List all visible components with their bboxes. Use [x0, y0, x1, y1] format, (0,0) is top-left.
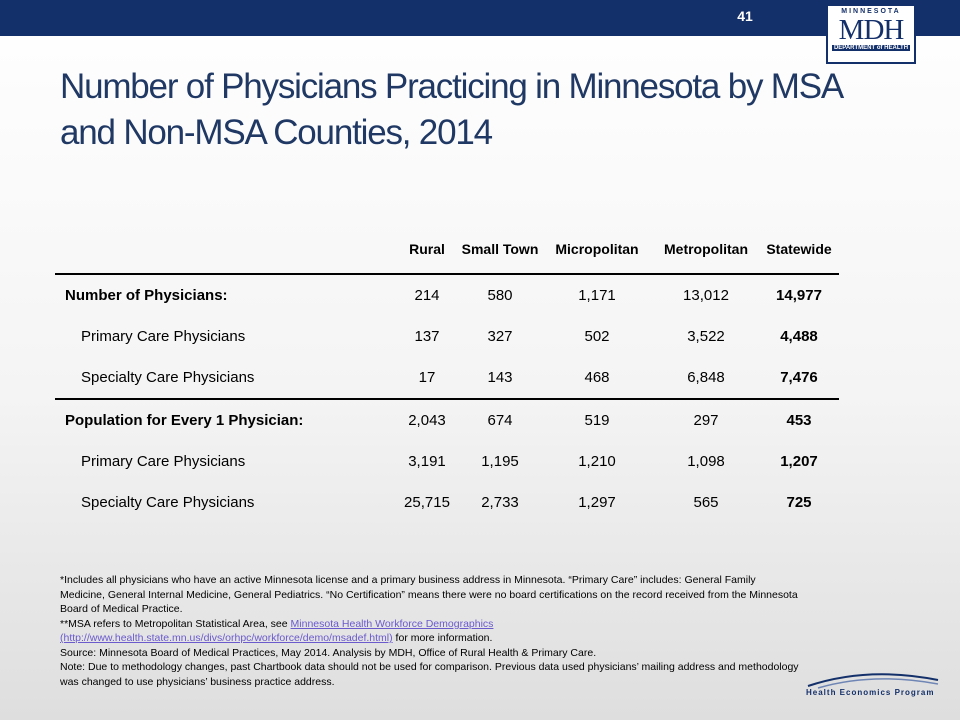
table-cell: 3,522: [687, 328, 725, 345]
table-cell: 565: [693, 494, 719, 511]
page-title: Number of Physicians Practicing in Minne…: [60, 67, 842, 152]
table-cell: 137: [414, 328, 440, 345]
table-cell: 453: [786, 412, 812, 429]
footnote-note: Note: Due to methodology changes, past C…: [60, 661, 799, 688]
column-header: Small Town: [459, 225, 541, 275]
table-cell: 725: [786, 494, 812, 511]
table-cell: 214: [414, 287, 440, 304]
health-economics-program-text: Health Economics Program: [806, 688, 935, 697]
table-cell: 1,195: [481, 453, 519, 470]
table-cell: 1,210: [578, 453, 616, 470]
table-cell: 1,171: [578, 287, 616, 304]
workforce-demographics-link[interactable]: Minnesota Health Workforce Demographics …: [60, 617, 494, 645]
row-label: Primary Care Physicians: [81, 328, 246, 345]
table-cell: 1,098: [687, 453, 725, 470]
footnote-msa: **MSA refers to Metropolitan Statistical…: [60, 617, 494, 645]
health-economics-program-logo: Health Economics Program: [798, 668, 948, 698]
footnote-source: Source: Minnesota Board of Medical Pract…: [60, 646, 597, 659]
row-label: Primary Care Physicians: [81, 453, 246, 470]
table-row: Number of Physicians: 214 580 1,171 13,012 14…: [55, 274, 839, 316]
logo-main-text: MDH: [838, 14, 905, 46]
table-cell: 468: [541, 357, 653, 400]
table-cell: 297: [693, 412, 719, 429]
table-row: Primary Care Physicians 3,191 1,195 1,210 1,…: [55, 441, 839, 482]
table-header-row: Rural Small Town Micropolitan Metropolit…: [55, 225, 839, 275]
column-header: Metropolitan: [653, 225, 759, 275]
table-row: Primary Care Physicians 137 327 502 3,522 4,4…: [55, 316, 839, 357]
table-cell: 7,476: [759, 357, 839, 400]
table-cell: 143: [459, 357, 541, 400]
row-label: Specialty Care Physicians: [81, 494, 255, 511]
mdh-logo: MINNESOTA MDH DEPARTMENT of HEALTH: [826, 4, 916, 64]
table-cell: 3,191: [408, 453, 446, 470]
table-cell: 14,977: [776, 287, 822, 304]
row-label: Number of Physicians:: [65, 287, 228, 304]
table-row: Specialty Care Physicians 25,715 2,733 1,29…: [55, 482, 839, 523]
logo-top-text: MINNESOTA: [841, 8, 901, 15]
table-cell: 1,297: [578, 494, 616, 511]
table-row: Specialty Care Physicians 17 143 468 6,848 7,…: [55, 357, 839, 400]
column-header: [55, 225, 395, 275]
table-cell: 502: [584, 328, 610, 345]
row-label: Specialty Care Physicians: [55, 357, 395, 400]
column-header: Statewide: [759, 225, 839, 275]
column-header: Rural: [395, 225, 459, 275]
table-row: Population for Every 1 Physician: 2,043 67…: [55, 399, 839, 441]
row-label: Population for Every 1 Physician:: [65, 412, 304, 429]
table-cell: 519: [584, 412, 610, 429]
table-cell: 1,207: [780, 453, 818, 470]
table-cell: 327: [487, 328, 513, 345]
table-cell: 17: [395, 357, 459, 400]
table-cell: 2,043: [408, 412, 446, 429]
top-bar: [0, 0, 960, 36]
table-cell: 2,733: [481, 494, 519, 511]
table-cell: 580: [487, 287, 513, 304]
slide-number: 41: [737, 8, 753, 24]
column-header: Micropolitan: [541, 225, 653, 275]
table-cell: 13,012: [683, 287, 729, 304]
footnote-includes: *Includes all physicians who have an act…: [60, 574, 798, 615]
table-cell: 4,488: [780, 328, 818, 345]
logo-bottom-text: DEPARTMENT of HEALTH: [832, 45, 910, 51]
swoosh-icon: [807, 673, 939, 689]
table-cell: 6,848: [653, 357, 759, 400]
table-cell: 674: [487, 412, 513, 429]
physicians-table: Rural Small Town Micropolitan Metropolit…: [55, 225, 839, 523]
footnotes: *Includes all physicians who have an act…: [60, 573, 800, 689]
table-cell: 25,715: [404, 494, 450, 511]
